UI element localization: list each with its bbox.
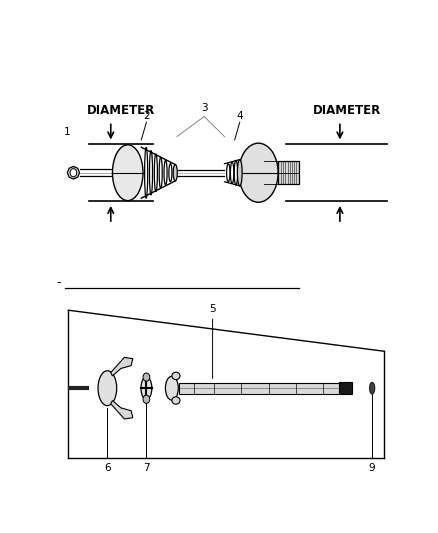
Text: 7: 7 [143,463,150,473]
Ellipse shape [98,371,117,406]
Text: 4: 4 [237,111,243,122]
Ellipse shape [172,372,180,379]
Text: 3: 3 [201,103,208,113]
Ellipse shape [172,397,180,404]
Text: DIAMETER: DIAMETER [313,104,381,117]
Circle shape [143,395,150,403]
Text: -: - [57,276,61,289]
FancyBboxPatch shape [179,383,340,393]
Polygon shape [111,400,133,419]
FancyBboxPatch shape [278,161,299,184]
Polygon shape [67,166,80,179]
Ellipse shape [370,383,374,394]
Text: 9: 9 [369,463,375,473]
FancyBboxPatch shape [339,382,352,394]
Ellipse shape [141,377,152,399]
Text: DIAMETER: DIAMETER [87,104,155,117]
Text: 2: 2 [143,111,150,122]
Circle shape [70,168,77,177]
Text: 6: 6 [104,463,111,473]
Ellipse shape [239,143,278,202]
Ellipse shape [113,145,143,200]
Ellipse shape [237,159,242,186]
Circle shape [143,373,150,381]
Polygon shape [111,358,133,376]
Text: 5: 5 [209,304,216,314]
Ellipse shape [173,165,177,181]
Text: 1: 1 [64,127,70,136]
Ellipse shape [166,376,178,400]
